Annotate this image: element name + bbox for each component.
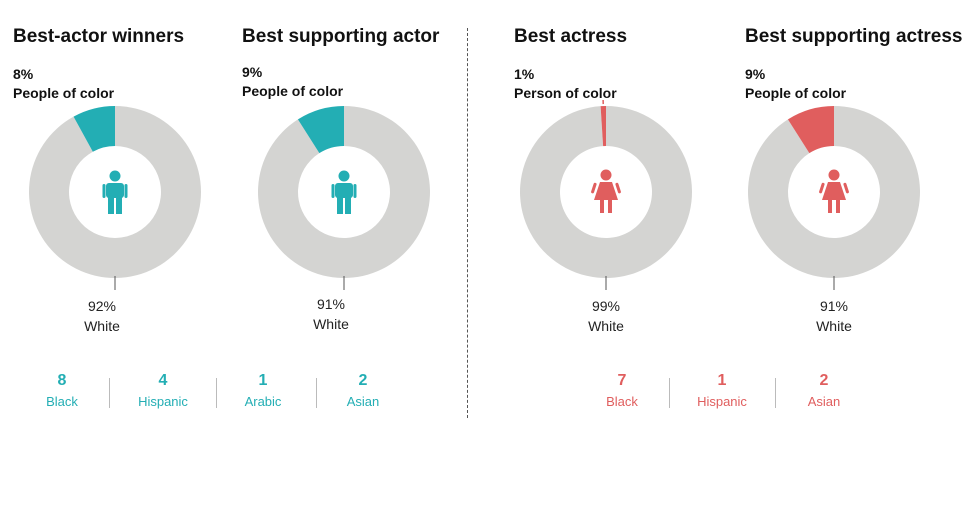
chart-best-actor: Best-actor winners 8% People of color 92… — [13, 0, 243, 340]
breakdown-separator — [109, 378, 110, 408]
breakdown-count: 8 — [57, 372, 67, 389]
breakdown-label: Black — [46, 394, 78, 409]
leg-shape — [116, 197, 122, 214]
poc-percent: 8% — [13, 66, 34, 82]
leg-shape — [108, 197, 114, 214]
breakdown-black: 8 Black — [12, 372, 112, 409]
dress-shape — [594, 182, 618, 200]
breakdown-count: 1 — [717, 372, 727, 389]
slice-white — [748, 106, 920, 278]
section-divider — [467, 28, 468, 418]
donut-chart — [520, 100, 692, 290]
breakdown-asian: 2 Asian — [313, 372, 413, 409]
head-shape — [600, 169, 612, 181]
poc-percent: 9% — [745, 66, 766, 82]
white-label: White — [84, 318, 120, 334]
breakdown-separator — [775, 378, 776, 408]
white-label: White — [588, 318, 624, 334]
slice-white — [258, 106, 430, 278]
slice-people-of-color — [297, 106, 344, 154]
head-shape — [828, 169, 840, 181]
breakdown-count: 4 — [158, 372, 168, 389]
breakdown-black: 7 Black — [572, 372, 672, 409]
breakdown-label: Arabic — [244, 394, 282, 409]
breakdown-arabic: 1 Arabic — [213, 372, 313, 409]
breakdown-count: 2 — [358, 372, 368, 389]
torso-shape — [335, 183, 353, 198]
arm-shape — [615, 182, 621, 194]
breakdown-separator — [669, 378, 670, 408]
head-shape — [338, 170, 350, 182]
leg-shape — [828, 200, 832, 213]
breakdown-separator — [316, 378, 317, 408]
leg-shape — [836, 200, 840, 213]
breakdown-count: 1 — [258, 372, 268, 389]
poc-percent: 1% — [514, 66, 535, 82]
breakdown-hispanic: 1 Hispanic — [672, 372, 772, 409]
male-figure-icon — [331, 170, 357, 214]
breakdown-label: Hispanic — [138, 394, 188, 409]
white-label: White — [313, 316, 349, 332]
breakdown-asian: 2 Asian — [774, 372, 874, 409]
arm-shape — [331, 184, 335, 198]
breakdown-label: Hispanic — [697, 394, 747, 409]
chart-title: Best supporting actor — [242, 26, 440, 47]
poc-label: People of color — [242, 83, 344, 99]
dress-shape — [822, 182, 846, 200]
white-label: White — [816, 318, 852, 334]
female-figure-icon — [591, 169, 621, 213]
arm-shape — [102, 184, 106, 198]
leg-shape — [608, 200, 612, 213]
head-shape — [109, 170, 121, 182]
arm-shape — [124, 184, 128, 198]
breakdown-count: 2 — [819, 372, 829, 389]
poc-percent: 9% — [242, 64, 263, 80]
leg-shape — [337, 197, 343, 214]
leg-shape — [600, 200, 604, 213]
arm-shape — [819, 182, 825, 194]
arm-shape — [591, 182, 597, 194]
torso-shape — [106, 183, 124, 198]
female-figure-icon — [819, 169, 849, 213]
chart-title: Best supporting actress — [745, 26, 963, 47]
breakdown-separator — [216, 378, 217, 408]
poc-label: People of color — [13, 85, 115, 101]
chart-title: Best actress — [514, 26, 628, 47]
male-figure-icon — [102, 170, 128, 214]
chart-title: Best-actor winners — [13, 26, 185, 47]
poc-label: People of color — [745, 85, 847, 101]
donut-chart — [258, 106, 430, 290]
poc-label: Person of color — [514, 85, 617, 101]
slice-white — [28, 106, 201, 278]
white-percent: 91% — [819, 298, 849, 314]
breakdown-label: Black — [606, 394, 638, 409]
arm-shape — [843, 182, 849, 194]
slice-people-of-color — [73, 106, 115, 152]
white-percent: 99% — [591, 298, 621, 314]
chart-best-actress: Best actress 1% Person of color 99% Whit… — [514, 0, 744, 340]
slice-white — [520, 106, 692, 278]
white-percent: 91% — [316, 296, 346, 312]
breakdown-hispanic: 4 Hispanic — [113, 372, 213, 409]
donut-chart — [28, 106, 201, 290]
white-percent: 92% — [87, 298, 117, 314]
donut-chart — [748, 106, 920, 290]
breakdown-count: 7 — [617, 372, 627, 389]
chart-best-supporting-actress: Best supporting actress 9% People of col… — [745, 0, 975, 340]
breakdown-label: Asian — [346, 394, 380, 409]
slice-people-of-color — [600, 106, 606, 147]
slice-people-of-color — [787, 106, 834, 154]
leg-shape — [345, 197, 351, 214]
arm-shape — [353, 184, 357, 198]
breakdown-label: Asian — [807, 394, 841, 409]
chart-best-supporting-actor: Best supporting actor 9% People of color… — [242, 0, 472, 340]
